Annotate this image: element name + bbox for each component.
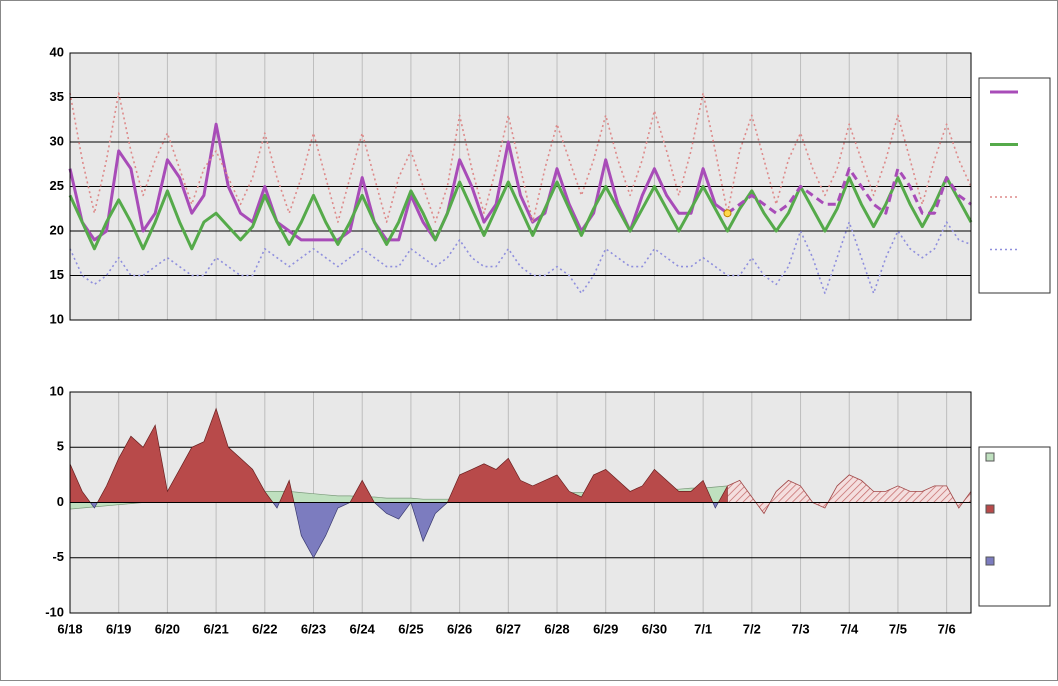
legend-swatch [985, 452, 995, 462]
y-tick-label: 30 [50, 133, 64, 148]
y-tick-label: 10 [50, 311, 64, 326]
x-tick-label: 7/4 [840, 621, 859, 636]
x-tick-label: 6/26 [447, 621, 472, 636]
legend-box [978, 77, 1051, 294]
x-tick-label: 6/24 [350, 621, 376, 636]
plot-border [69, 52, 972, 321]
y-tick-label: -10 [45, 604, 64, 619]
series-line [68, 122, 729, 242]
legend-swatch [985, 556, 995, 566]
x-tick-label: 6/19 [106, 621, 131, 636]
y-tick-label: 40 [50, 44, 64, 59]
x-tick-label: 6/28 [544, 621, 569, 636]
x-tick-label: 6/18 [57, 621, 82, 636]
x-tick-label: 6/25 [398, 621, 423, 636]
y-tick-label: 10 [50, 383, 64, 398]
y-tick-label: 15 [50, 267, 64, 282]
x-tick-label: 6/27 [496, 621, 521, 636]
positive-area [70, 407, 728, 503]
y-tick-label: -5 [52, 549, 64, 564]
series-line [69, 92, 972, 223]
x-tick-label: 6/30 [642, 621, 667, 636]
x-tick-label: 6/29 [593, 621, 618, 636]
y-tick-label: 5 [57, 439, 64, 454]
y-tick-label: 35 [50, 89, 64, 104]
x-tick-label: 7/6 [938, 621, 956, 636]
current-point [723, 209, 732, 218]
plot-border [69, 391, 972, 614]
negative-area [70, 502, 728, 559]
x-tick-label: 7/1 [694, 621, 712, 636]
y-tick-label: 25 [50, 178, 64, 193]
series-line [68, 176, 973, 251]
x-tick-label: 7/5 [889, 621, 907, 636]
x-tick-label: 6/22 [252, 621, 277, 636]
x-tick-label: 7/2 [743, 621, 761, 636]
legend-box [978, 446, 1051, 607]
series-line [726, 167, 972, 215]
x-tick-label: 6/23 [301, 621, 326, 636]
y-tick-label: 20 [50, 222, 64, 237]
x-tick-label: 7/3 [792, 621, 810, 636]
x-tick-label: 6/20 [155, 621, 180, 636]
y-tick-label: 0 [57, 494, 64, 509]
x-tick-label: 6/21 [203, 621, 228, 636]
forecast-area [727, 474, 972, 515]
legend-swatch [985, 504, 995, 514]
